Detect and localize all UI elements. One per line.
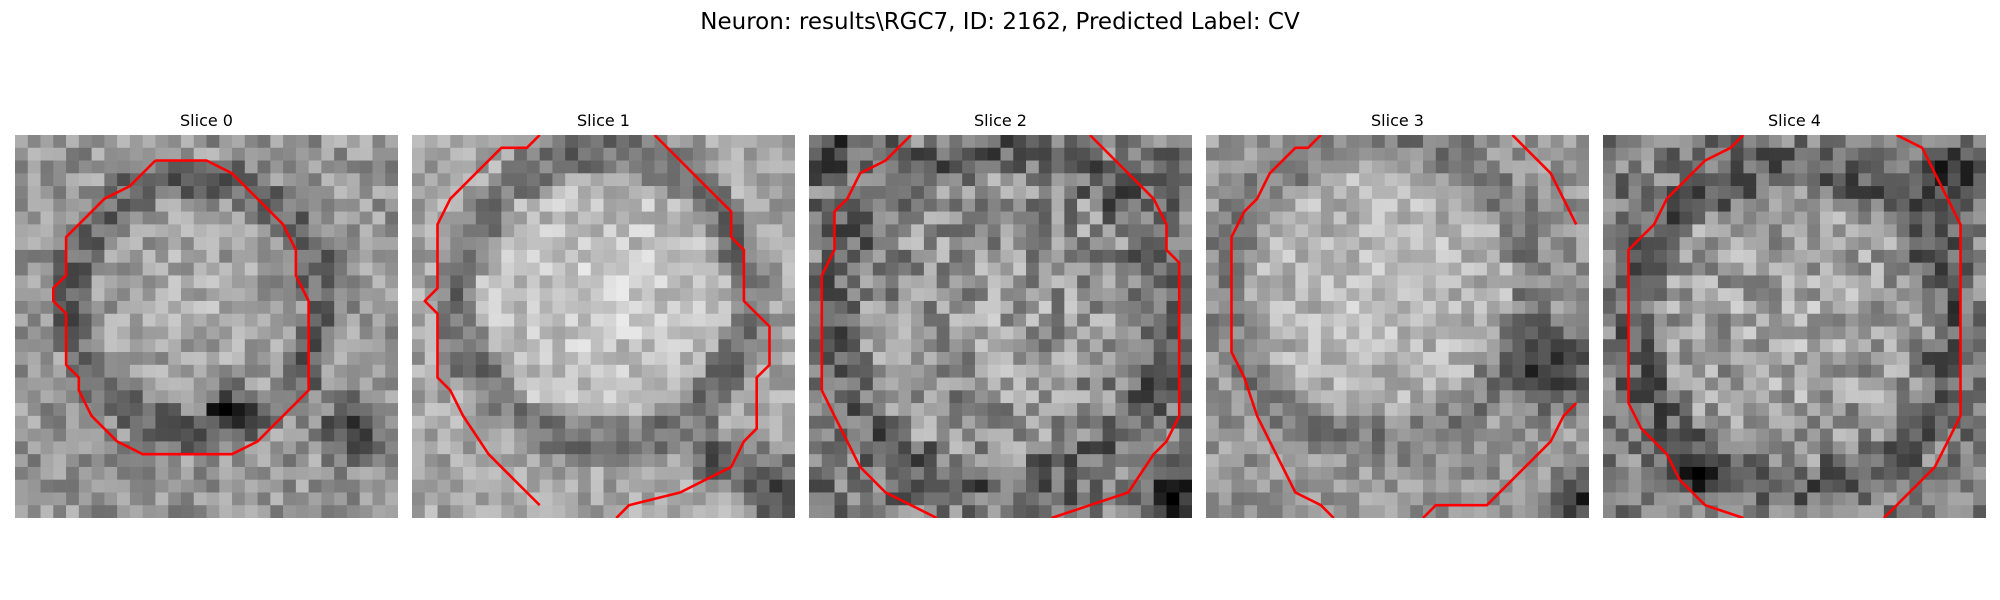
slice-panel-2: Slice 2 [809, 111, 1192, 518]
contour-line-1 [1511, 135, 1578, 225]
slice-image-4 [1603, 135, 1986, 518]
slice-title-4: Slice 4 [1768, 111, 1821, 130]
slice-panel-4: Slice 4 [1603, 111, 1986, 518]
contour-line-0 [423, 135, 541, 507]
contour-line-2 [1422, 402, 1578, 518]
pixel-mosaic [1603, 135, 1986, 518]
slice-image-0 [15, 135, 398, 518]
contour-line-1 [1051, 135, 1181, 518]
slice-panel-3: Slice 3 [1206, 111, 1589, 518]
pixel-mosaic [15, 135, 398, 518]
contour-line-0 [1627, 135, 1745, 518]
slice-title-1: Slice 1 [577, 111, 630, 130]
contour-line-1 [1882, 135, 1962, 518]
contour-line-0 [51, 159, 310, 456]
slice-title-2: Slice 2 [974, 111, 1027, 130]
pixel-mosaic [412, 135, 795, 518]
slice-panel-1: Slice 1 [412, 111, 795, 518]
slice-title-0: Slice 0 [180, 111, 233, 130]
slice-image-2 [809, 135, 1192, 518]
pixel-mosaic [1206, 135, 1589, 518]
contour-line-0 [820, 135, 938, 518]
figure-title: Neuron: results\RGC7, ID: 2162, Predicte… [700, 9, 1300, 35]
contour-line-0 [1230, 135, 1335, 518]
slice-panel-0: Slice 0 [15, 111, 398, 518]
slice-image-1 [412, 135, 795, 518]
pixel-mosaic [809, 135, 1192, 518]
slice-image-3 [1206, 135, 1589, 518]
contour-line-1 [615, 135, 771, 518]
slice-title-3: Slice 3 [1371, 111, 1424, 130]
